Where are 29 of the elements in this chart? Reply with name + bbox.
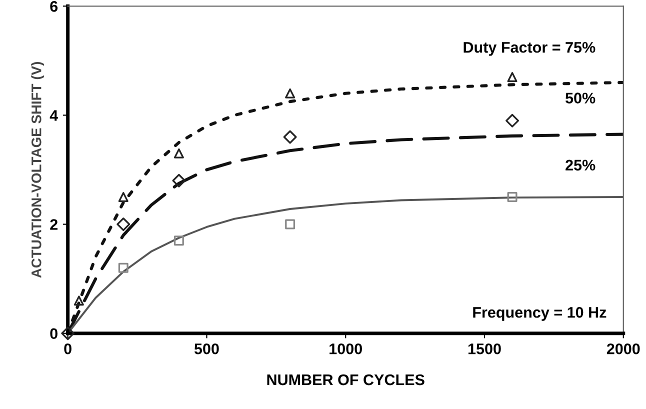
annotation: Frequency = 10 Hz <box>473 306 606 321</box>
point <box>118 192 128 202</box>
annotation: 25% <box>566 160 596 171</box>
x-tick-label: 1000 <box>330 343 362 354</box>
point <box>74 296 84 306</box>
x-tick-label: 1500 <box>468 343 501 354</box>
x-tick-label: 2000 <box>606 343 640 354</box>
annotation: Duty Factor = 75% <box>464 42 596 56</box>
point <box>507 72 518 82</box>
y-tick-label: 4 <box>50 110 58 121</box>
point <box>118 262 128 273</box>
point <box>172 174 186 188</box>
annotation: 50% <box>566 92 596 104</box>
x-tick-label: 500 <box>194 343 219 354</box>
point <box>507 192 518 202</box>
point <box>285 219 296 230</box>
y-tick-label: 0 <box>50 328 58 340</box>
point <box>283 130 297 144</box>
point <box>174 148 184 158</box>
x-tick-label: 0 <box>64 343 72 354</box>
point <box>506 114 520 128</box>
x-axis-title: NUMBER OF CYCLES <box>267 374 424 386</box>
point <box>285 88 296 98</box>
point <box>61 326 75 340</box>
point <box>174 236 184 246</box>
point <box>116 218 130 231</box>
y-tick-label: 6 <box>50 1 58 12</box>
y-axis-title: ACTUATION-VOLTAGE SHIFT (V) <box>31 62 44 278</box>
y-tick-label: 2 <box>50 219 58 230</box>
